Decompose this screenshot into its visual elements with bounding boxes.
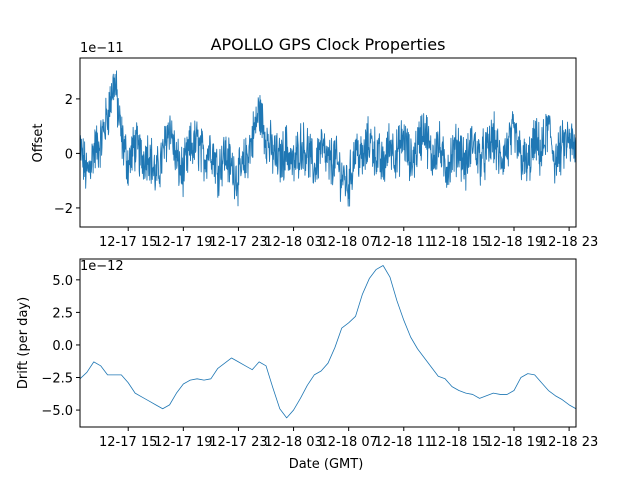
drift-x-tick-label: 12-18 23: [540, 435, 598, 450]
offset-x-tick-label: 12-18 11: [375, 235, 433, 250]
drift-series-layer: [79, 265, 577, 419]
drift-plot-frame: [79, 258, 577, 428]
offset-x-tick-label: 12-18 19: [485, 235, 543, 250]
offset-panel: APOLLO GPS Clock Properties 1e−11 Offset…: [31, 35, 598, 250]
offset-y-tick-label: 2: [65, 93, 73, 108]
offset-x-tick-label: 12-17 19: [154, 235, 212, 250]
offset-y-tick-label: −2: [54, 202, 73, 217]
drift-y-tick-label: 5.0: [52, 274, 73, 289]
offset-series-line: [79, 70, 577, 207]
offset-x-tick-label: 12-17 23: [209, 235, 267, 250]
offset-x-tick-label: 12-18 03: [264, 235, 322, 250]
offset-x-tick-label: 12-18 15: [430, 235, 488, 250]
offset-x-tick-label: 12-17 15: [99, 235, 157, 250]
drift-x-tick-label: 12-18 07: [319, 435, 377, 450]
drift-series-line: [79, 265, 577, 419]
x-axis-label: Date (GMT): [289, 457, 364, 472]
drift-x-tick-label: 12-18 03: [264, 435, 322, 450]
drift-y-tick-label: 0.0: [52, 339, 73, 354]
offset-y-ticks: −2 0 2: [54, 93, 80, 217]
drift-y-tick-label: −2.5: [41, 372, 73, 387]
offset-x-tick-label: 12-18 23: [540, 235, 598, 250]
drift-x-tick-label: 12-18 19: [485, 435, 543, 450]
drift-x-tick-label: 12-17 19: [154, 435, 212, 450]
offset-y-tick-label: 0: [65, 147, 73, 162]
offset-y-axis-label: Offset: [31, 123, 46, 162]
drift-x-tick-label: 12-17 23: [209, 435, 267, 450]
offset-scale-exponent: 1e−11: [80, 41, 124, 56]
drift-x-tick-label: 12-18 11: [375, 435, 433, 450]
offset-plot-frame: [79, 57, 577, 228]
drift-x-tick-label: 12-18 15: [430, 435, 488, 450]
chart-title: APOLLO GPS Clock Properties: [211, 35, 446, 54]
offset-series-layer: [79, 70, 577, 207]
drift-y-tick-label: −5.0: [41, 404, 73, 419]
drift-scale-exponent: 1e−12: [80, 259, 124, 274]
drift-x-tick-label: 12-17 15: [99, 435, 157, 450]
drift-y-ticks: −5.0 −2.5 0.0 2.5 5.0: [41, 274, 80, 419]
drift-y-tick-label: 2.5: [52, 306, 73, 321]
drift-y-axis-label: Drift (per day): [16, 297, 31, 389]
offset-x-tick-label: 12-18 07: [319, 235, 377, 250]
drift-panel: 1e−12 Drift (per day) Date (GMT) −5.0 −2.…: [16, 258, 598, 472]
